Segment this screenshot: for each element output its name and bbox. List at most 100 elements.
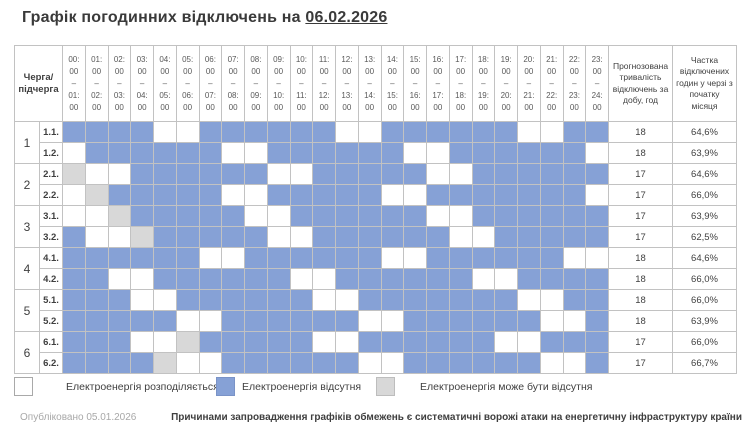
cell-3.1-h12 xyxy=(335,205,359,227)
cell-6.1-h8 xyxy=(244,331,268,353)
page-title-text: Графік погодинних відключень на xyxy=(22,9,306,26)
cell-3.1-h22 xyxy=(562,205,587,227)
cell-6.1-h20 xyxy=(517,331,541,353)
cell-6.2-h14 xyxy=(380,352,405,374)
cell-2.1-h6 xyxy=(198,163,223,185)
cell-2.2-h20 xyxy=(517,184,541,206)
cell-6.2-h10 xyxy=(289,352,314,374)
cell-5.1-h7 xyxy=(221,289,245,311)
outage-schedule-table: Черга/ підчерга 00: 00 – 01: 00 01: 00 – … xyxy=(14,45,737,374)
cell-6.2-h20 xyxy=(517,352,541,374)
predicted-hours-2.2: 17 xyxy=(608,184,673,206)
hour-header-19: 19: 00 – 20: 00 xyxy=(494,45,518,122)
share-percent-1.1: 64,6% xyxy=(672,121,737,143)
predicted-hours-6.2: 17 xyxy=(608,352,673,374)
cell-4.2-h5 xyxy=(175,268,200,290)
schedule-row-5.2: 5.2. 18 63,9% xyxy=(15,310,737,332)
cell-2.1-h2 xyxy=(107,163,132,185)
cell-5.2-h0 xyxy=(62,310,86,332)
share-percent-1.2: 63,9% xyxy=(672,142,737,164)
hour-header-10: 10: 00 – 11: 00 xyxy=(289,45,314,122)
cell-2.2-h7 xyxy=(221,184,245,206)
hour-header-0: 00: 00 – 01: 00 xyxy=(62,45,86,122)
cell-4.1-h8 xyxy=(244,247,268,269)
cell-2.2-h18 xyxy=(471,184,496,206)
cell-2.1-h19 xyxy=(494,163,518,185)
cell-4.2-h21 xyxy=(539,268,564,290)
hour-header-3: 03: 00 – 04: 00 xyxy=(130,45,154,122)
cell-5.1-h0 xyxy=(62,289,86,311)
cell-1.1-h0 xyxy=(62,121,86,143)
cell-1.1-h3 xyxy=(130,121,154,143)
cell-3.1-h20 xyxy=(517,205,541,227)
share-percent-4.2: 66,0% xyxy=(672,268,737,290)
cell-5.1-h9 xyxy=(266,289,291,311)
cell-5.2-h1 xyxy=(84,310,109,332)
cell-2.2-h13 xyxy=(357,184,382,206)
cell-2.2-h1 xyxy=(84,184,109,206)
cell-6.2-h12 xyxy=(335,352,359,374)
cell-3.1-h17 xyxy=(448,205,473,227)
cell-5.2-h16 xyxy=(426,310,450,332)
cell-1.1-h15 xyxy=(403,121,427,143)
cell-4.1-h0 xyxy=(62,247,86,269)
cell-3.2-h13 xyxy=(357,226,382,248)
cell-5.1-h21 xyxy=(539,289,564,311)
cell-4.1-h7 xyxy=(221,247,245,269)
cell-4.1-h12 xyxy=(335,247,359,269)
legend-label-maybe-absent: Електроенергія може бути відсутня xyxy=(420,381,593,393)
hour-header-9: 09: 00 – 10: 00 xyxy=(266,45,291,122)
cell-2.1-h17 xyxy=(448,163,473,185)
cell-3.1-h4 xyxy=(153,205,177,227)
cell-2.1-h16 xyxy=(426,163,450,185)
predicted-hours-6.1: 17 xyxy=(608,331,673,353)
hour-header-18: 18: 00 – 19: 00 xyxy=(471,45,496,122)
cell-1.1-h12 xyxy=(335,121,359,143)
cell-1.1-h11 xyxy=(312,121,336,143)
cell-4.2-h4 xyxy=(153,268,177,290)
cell-1.1-h13 xyxy=(357,121,382,143)
cell-5.2-h18 xyxy=(471,310,496,332)
cell-1.1-h16 xyxy=(426,121,450,143)
cell-5.1-h19 xyxy=(494,289,518,311)
share-percent-2.1: 64,6% xyxy=(672,163,737,185)
subqueue-label-4.1: 4.1. xyxy=(39,247,63,269)
cell-1.2-h19 xyxy=(494,142,518,164)
share-percent-4.1: 64,6% xyxy=(672,247,737,269)
cell-1.1-h22 xyxy=(562,121,587,143)
cell-5.1-h22 xyxy=(562,289,587,311)
cell-6.2-h0 xyxy=(62,352,86,374)
hour-header-2: 02: 00 – 03: 00 xyxy=(107,45,132,122)
hour-header-11: 11: 00 – 12: 00 xyxy=(312,45,336,122)
cell-1.2-h0 xyxy=(62,142,86,164)
cell-6.1-h1 xyxy=(84,331,109,353)
cell-1.1-h18 xyxy=(471,121,496,143)
cell-3.1-h11 xyxy=(312,205,336,227)
cell-6.2-h21 xyxy=(539,352,564,374)
cell-5.2-h15 xyxy=(403,310,427,332)
cell-4.1-h19 xyxy=(494,247,518,269)
cell-6.1-h9 xyxy=(266,331,291,353)
cell-6.1-h7 xyxy=(221,331,245,353)
cell-2.2-h6 xyxy=(198,184,223,206)
cell-3.2-h18 xyxy=(471,226,496,248)
cell-4.1-h4 xyxy=(153,247,177,269)
cell-5.1-h4 xyxy=(153,289,177,311)
cell-1.1-h8 xyxy=(244,121,268,143)
cell-1.1-h21 xyxy=(539,121,564,143)
cell-6.2-h4 xyxy=(153,352,177,374)
share-percent-5.1: 66,0% xyxy=(672,289,737,311)
cell-4.1-h11 xyxy=(312,247,336,269)
cell-2.2-h4 xyxy=(153,184,177,206)
cell-5.1-h17 xyxy=(448,289,473,311)
cell-6.1-h23 xyxy=(585,331,609,353)
cell-4.2-h22 xyxy=(562,268,587,290)
hour-header-13: 13: 00 – 14: 00 xyxy=(357,45,382,122)
cell-3.1-h16 xyxy=(426,205,450,227)
share-percent-5.2: 63,9% xyxy=(672,310,737,332)
cell-6.1-h3 xyxy=(130,331,154,353)
cell-5.2-h6 xyxy=(198,310,223,332)
cell-2.2-h15 xyxy=(403,184,427,206)
cell-1.2-h12 xyxy=(335,142,359,164)
cell-5.2-h14 xyxy=(380,310,405,332)
